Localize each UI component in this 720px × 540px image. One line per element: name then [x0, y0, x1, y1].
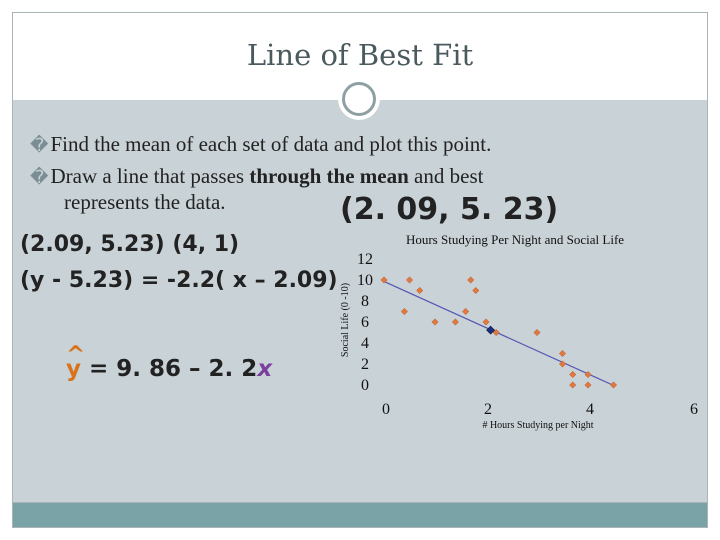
x-tick-label: 2 — [484, 401, 492, 418]
x-axis-label: # Hours Studying per Night — [482, 420, 593, 431]
y-tick-label: 10 — [357, 272, 373, 289]
x-tick-label: 4 — [586, 401, 594, 418]
mean-point-label: (2. 09, 5. 23) — [340, 192, 559, 227]
x-tick-label: 6 — [690, 401, 698, 418]
regression-coefficients: = 9. 86 – 2. 2 — [81, 356, 258, 382]
data-point — [492, 328, 500, 337]
y-tick-label: 12 — [357, 251, 373, 268]
data-point — [569, 381, 577, 389]
regression-equation: ^ y = 9. 86 – 2. 2x — [66, 342, 273, 382]
data-point — [609, 381, 618, 389]
equation-point-slope: (y - 5.23) = -2.2( x – 2.09) — [20, 268, 338, 293]
data-point — [584, 381, 592, 389]
bullet-2-post: and best — [408, 164, 484, 188]
decor-circle-icon — [342, 82, 376, 116]
y-tick-label: 2 — [361, 356, 369, 373]
bullet-2: �Draw a line that passes through the mea… — [30, 164, 483, 189]
data-point — [462, 307, 470, 316]
bullet-icon: � — [30, 167, 49, 188]
data-point — [558, 360, 567, 368]
x-tick-label: 0 — [382, 401, 390, 418]
bullet-1: �Find the mean of each set of data and p… — [30, 132, 491, 157]
data-point — [558, 349, 567, 358]
data-point — [400, 307, 408, 316]
chart-title: Hours Studying Per Night and Social Life — [406, 232, 624, 247]
y-tick-label: 6 — [361, 314, 369, 331]
data-point — [472, 286, 480, 295]
y-tick-label: 8 — [361, 293, 369, 310]
equation-points: (2.09, 5.23) (4, 1) — [20, 232, 240, 257]
y-tick-label: 4 — [361, 335, 369, 352]
data-point — [405, 276, 414, 284]
data-point — [584, 370, 592, 379]
data-point — [482, 318, 490, 326]
data-point — [380, 276, 388, 284]
regression-x: x — [257, 356, 273, 382]
data-point — [451, 318, 459, 326]
data-point — [431, 318, 439, 326]
bullet-2-bold: through the mean — [249, 164, 409, 188]
y-axis-label: Social Life (0 -10) — [340, 283, 351, 357]
bullet-2-continuation: represents the data. — [64, 190, 226, 214]
data-point — [569, 370, 577, 379]
slide-title: Line of Best Fit — [246, 38, 474, 72]
y-tick-label: 0 — [361, 377, 369, 394]
mean-point-marker — [486, 325, 496, 335]
y-hat-symbol: ^ y — [66, 342, 86, 382]
bullet-2-pre: Draw a line that passes — [50, 164, 250, 188]
data-point — [467, 276, 475, 284]
bullet-icon: � — [30, 135, 49, 156]
slide-footer-bar — [12, 502, 708, 528]
data-point — [416, 286, 424, 295]
data-point — [533, 328, 541, 337]
bullet-1-text: Find the mean of each set of data and pl… — [50, 132, 492, 156]
